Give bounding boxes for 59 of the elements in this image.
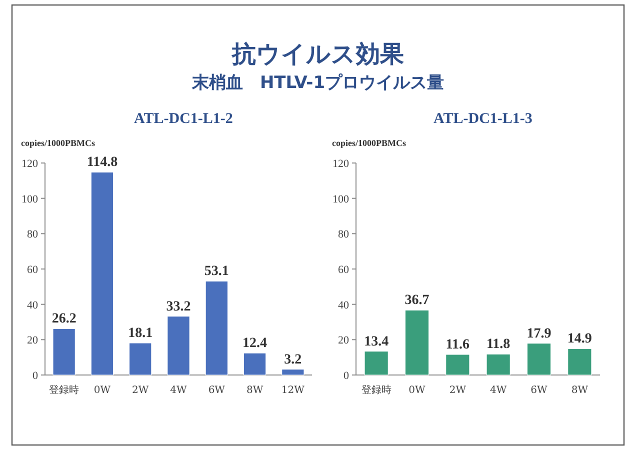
data-label: 11.8 [486,337,510,352]
data-label: 3.2 [284,352,302,368]
data-label: 18.1 [128,326,153,342]
y-tick-label: 100 [332,193,350,206]
text: 抗ウイルス効果 [231,40,404,68]
data-label: 14.9 [567,332,592,347]
y-tick-label: 20 [27,334,38,347]
bar [167,316,190,376]
x-tick-label: 8W [246,385,264,396]
y-tick-label: 40 [27,299,38,312]
bar [90,172,114,376]
bar [404,310,430,376]
y-tick-label: 120 [332,158,350,170]
bar [282,369,304,376]
bar [364,351,388,376]
x-tick-label: 2W [132,385,150,396]
bar [446,354,470,376]
x-tick-label: 6W [530,385,548,396]
data-label: 11.6 [446,338,470,353]
data-label: 12.4 [242,336,268,352]
x-tick-label: 登録時 [361,384,392,396]
y-tick-label: 60 [27,264,38,276]
bar [243,352,266,376]
y-tick-label: 40 [338,299,350,312]
chart-title: ATL-DC1-L1-2 [134,111,233,127]
x-tick-label: 2W [449,385,467,396]
data-label: 114.8 [86,155,118,170]
x-tick-label: 0W [408,385,426,396]
data-label: 17.9 [526,326,552,342]
chart-title: ATL-DC1-L1-3 [434,111,532,127]
bar [526,343,552,376]
x-tick-label: 0W [94,385,112,396]
bar [486,354,510,376]
bar [52,328,76,376]
data-label: 13.4 [364,334,389,350]
x-tick-label: 4W [490,385,508,396]
bar [568,348,592,376]
data-label: 26.2 [52,312,76,327]
y-tick-label: 60 [338,264,350,276]
bar [129,342,152,376]
bar [205,280,228,376]
y-tick-label: 0 [32,370,38,382]
x-tick-label: 12W [281,385,306,396]
x-tick-label: 登録時 [49,384,80,396]
x-tick-label: 4W [170,385,188,396]
y-tick-label: 20 [338,334,350,347]
y-axis-title: copies/1000PBMCs [332,138,406,148]
y-tick-label: 80 [27,228,38,241]
y-axis-title: copies/1000PBMCs [21,138,96,148]
y-tick-label: 0 [344,370,350,382]
y-tick-label: 80 [338,228,350,241]
x-tick-label: 8W [571,385,589,396]
x-tick-label: 6W [208,385,226,396]
y-tick-label: 100 [22,193,38,206]
y-tick-label: 120 [22,158,38,170]
data-label: 33.2 [166,299,191,314]
data-label: 36.7 [404,293,430,308]
data-label: 53.1 [204,264,229,280]
text: 末梢血 HTLV-1プロウイルス量 [190,73,444,93]
